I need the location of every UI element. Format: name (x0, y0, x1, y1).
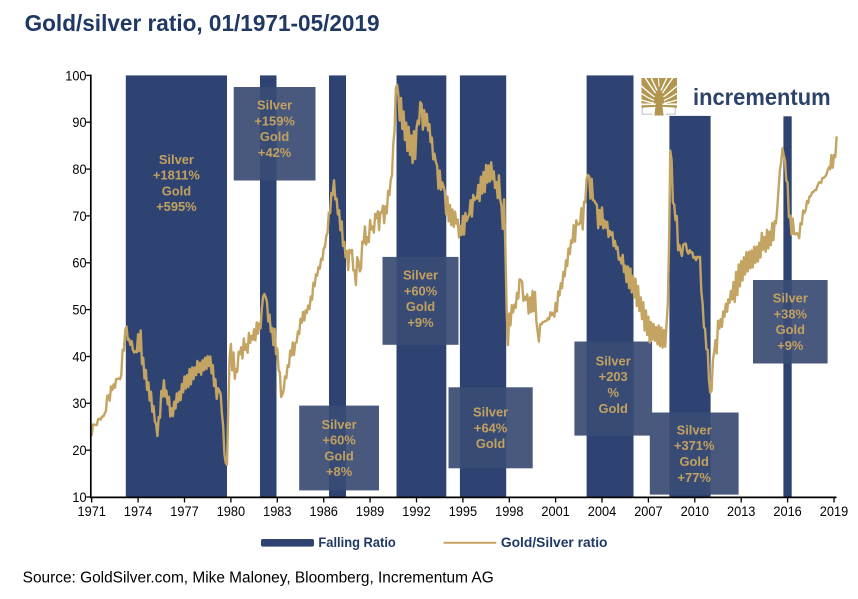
svg-text:Silver: Silver (257, 98, 292, 113)
svg-text:100: 100 (65, 67, 86, 83)
svg-text:+9%: +9% (407, 315, 434, 330)
svg-text:Silver: Silver (473, 405, 508, 420)
svg-text:Falling Ratio: Falling Ratio (318, 535, 395, 550)
svg-text:+8%: +8% (326, 464, 353, 479)
svg-text:+1811%: +1811% (153, 168, 200, 183)
svg-text:1983: 1983 (263, 503, 292, 519)
svg-text:2019: 2019 (820, 503, 849, 519)
svg-text:Silver: Silver (403, 268, 438, 283)
svg-text:Gold: Gold (599, 401, 628, 416)
svg-text:1995: 1995 (449, 503, 478, 519)
svg-text:+64%: +64% (474, 420, 508, 435)
svg-text:1989: 1989 (356, 503, 385, 519)
svg-text:+9%: +9% (777, 338, 804, 353)
svg-text:2016: 2016 (773, 503, 802, 519)
svg-text:%: % (607, 385, 619, 400)
svg-text:Silver: Silver (596, 353, 631, 368)
svg-text:Silver: Silver (322, 417, 357, 432)
svg-text:1977: 1977 (170, 503, 199, 519)
svg-text:60: 60 (72, 255, 86, 271)
svg-text:+42%: +42% (258, 145, 292, 160)
svg-text:+60%: +60% (404, 284, 438, 299)
svg-text:70: 70 (72, 208, 86, 224)
svg-text:50: 50 (72, 302, 86, 318)
svg-text:20: 20 (72, 442, 86, 458)
svg-text:2010: 2010 (681, 503, 710, 519)
svg-text:1971: 1971 (78, 503, 107, 519)
svg-text:1998: 1998 (495, 503, 524, 519)
svg-text:+159%: +159% (254, 113, 295, 128)
svg-text:Gold: Gold (162, 183, 191, 198)
svg-text:Gold/Silver ratio: Gold/Silver ratio (501, 535, 608, 550)
svg-text:1986: 1986 (310, 503, 339, 519)
svg-text:+38%: +38% (774, 306, 808, 321)
svg-text:1974: 1974 (124, 503, 153, 519)
svg-text:incrementum: incrementum (693, 84, 831, 110)
svg-text:+60%: +60% (322, 433, 356, 448)
svg-text:2013: 2013 (727, 503, 756, 519)
svg-text:Silver: Silver (773, 291, 808, 306)
svg-text:Gold: Gold (680, 454, 709, 469)
svg-text:90: 90 (72, 114, 86, 130)
svg-text:2007: 2007 (634, 503, 663, 519)
svg-text:+595%: +595% (156, 199, 197, 214)
svg-text:Silver: Silver (677, 422, 712, 437)
svg-text:10: 10 (72, 489, 86, 505)
svg-text:2004: 2004 (588, 503, 617, 519)
svg-text:30: 30 (72, 395, 86, 411)
svg-text:Gold: Gold (260, 129, 289, 144)
svg-text:1980: 1980 (217, 503, 246, 519)
svg-text:+203: +203 (599, 369, 628, 384)
svg-text:Source: GoldSilver.com, Mike M: Source: GoldSilver.com, Mike Maloney, Bl… (23, 570, 494, 587)
svg-text:+77%: +77% (678, 470, 712, 485)
svg-text:Gold: Gold (476, 436, 505, 451)
svg-text:+371%: +371% (674, 438, 715, 453)
svg-text:Gold: Gold (776, 322, 805, 337)
svg-text:40: 40 (72, 348, 86, 364)
svg-text:Gold/silver ratio, 01/1971-05/: Gold/silver ratio, 01/1971-05/2019 (25, 10, 380, 36)
svg-text:80: 80 (72, 161, 86, 177)
svg-text:Silver: Silver (159, 152, 194, 167)
svg-text:Gold: Gold (324, 448, 353, 463)
svg-text:Gold: Gold (406, 299, 435, 314)
svg-text:2001: 2001 (541, 503, 570, 519)
svg-text:1992: 1992 (402, 503, 431, 519)
